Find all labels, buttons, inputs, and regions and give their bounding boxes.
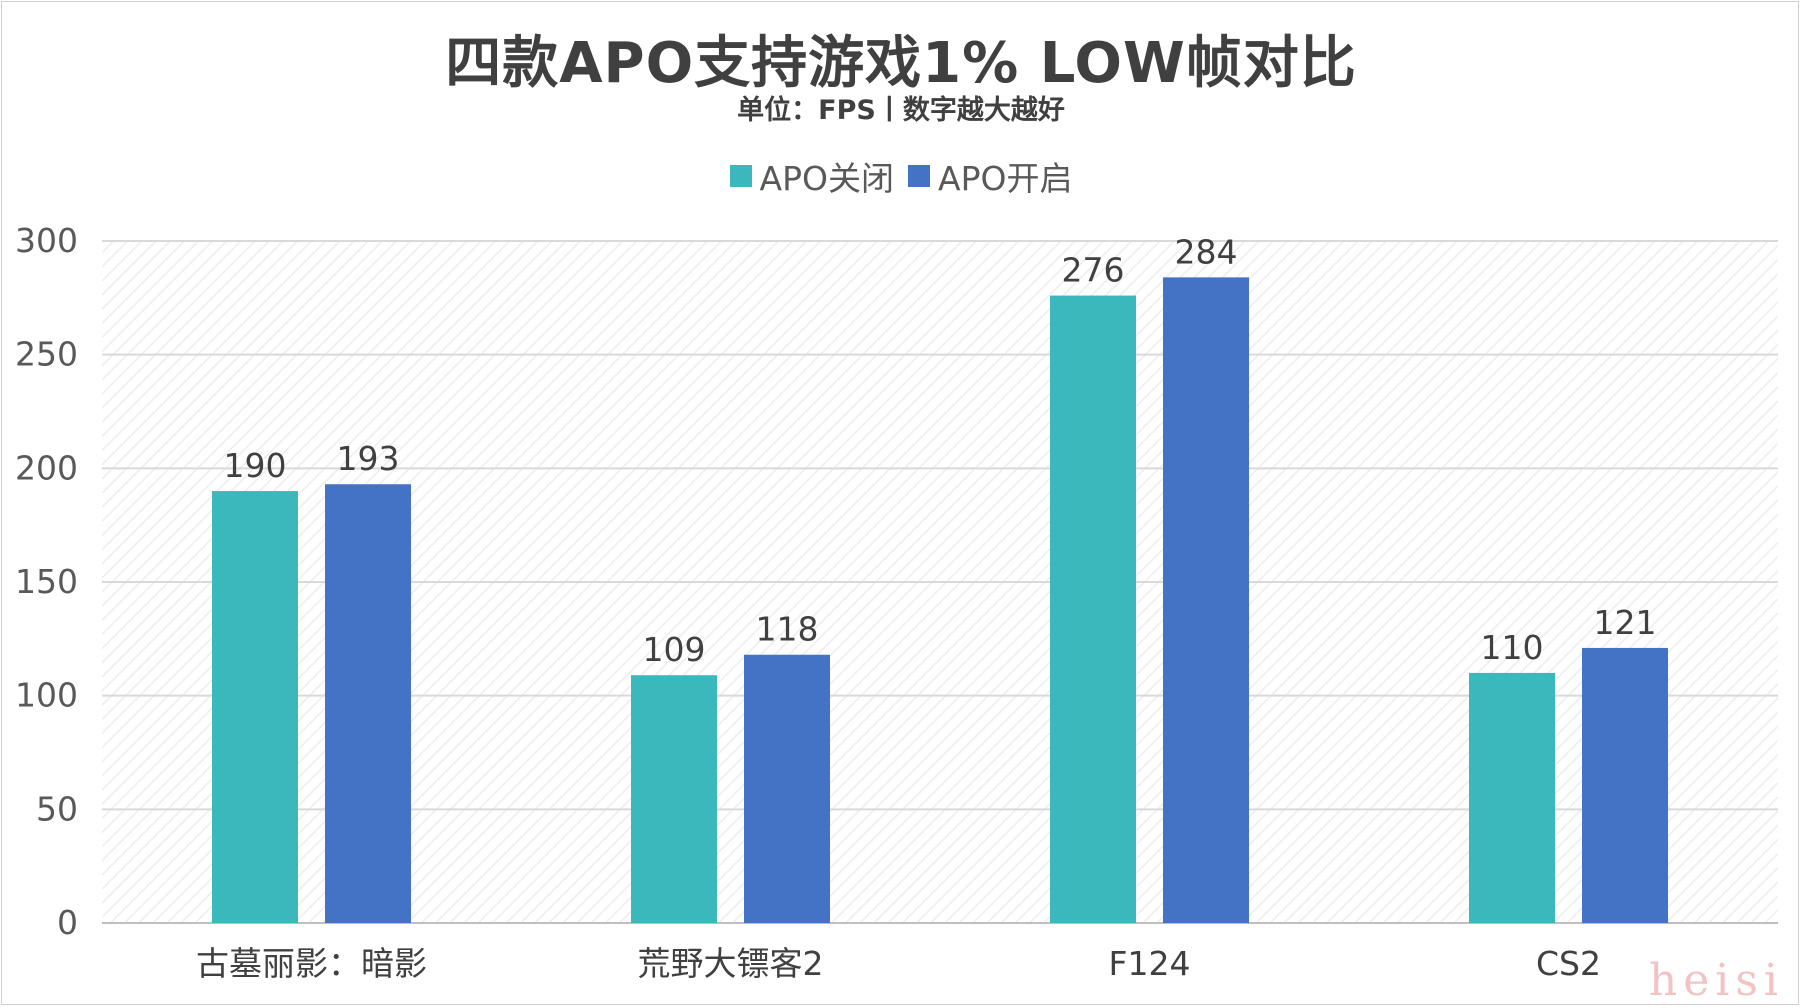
data-label: 118 [756, 610, 819, 649]
data-label: 193 [337, 439, 400, 478]
data-label: 110 [1481, 628, 1544, 667]
bar [1582, 647, 1668, 923]
x-category-label: CS2 [1536, 944, 1601, 983]
y-tick-label: 150 [15, 562, 78, 601]
bar [212, 491, 298, 923]
bar [1050, 295, 1136, 923]
bar [1163, 277, 1249, 924]
x-category-label: F124 [1109, 944, 1191, 983]
legend: APO关闭 APO开启 [0, 152, 1802, 200]
legend-item-apo-on: APO开启 [908, 152, 1072, 200]
watermark: heisi [1648, 955, 1784, 1006]
y-tick-label: 0 [57, 903, 78, 942]
legend-label-apo-on: APO开启 [938, 159, 1073, 198]
bar [631, 675, 717, 923]
y-tick-label: 300 [15, 221, 78, 260]
legend-swatch-apo-on [908, 165, 930, 187]
y-tick-label: 100 [15, 676, 78, 715]
bar [325, 484, 411, 923]
data-label: 190 [224, 446, 287, 485]
x-category-label: 古墓丽影：暗影 [196, 944, 427, 983]
data-label: 109 [643, 630, 706, 669]
data-label: 276 [1062, 251, 1125, 290]
data-label: 121 [1594, 603, 1657, 642]
bar [744, 654, 830, 923]
y-tick-label: 50 [36, 789, 78, 828]
legend-swatch-apo-off [729, 165, 752, 187]
data-label: 284 [1175, 232, 1238, 271]
legend-label-apo-off: APO关闭 [759, 159, 894, 198]
y-tick-label: 250 [15, 335, 78, 374]
bar [1469, 672, 1555, 923]
chart-title: 四款APO支持游戏1% LOW帧对比 [445, 31, 1357, 96]
legend-item-apo-off: APO关闭 [729, 152, 894, 200]
y-tick-label: 200 [15, 448, 78, 487]
x-category-label: 荒野大镖客2 [638, 944, 824, 983]
chart-subtitle: 单位：FPS丨数字越大越好 [737, 95, 1065, 126]
